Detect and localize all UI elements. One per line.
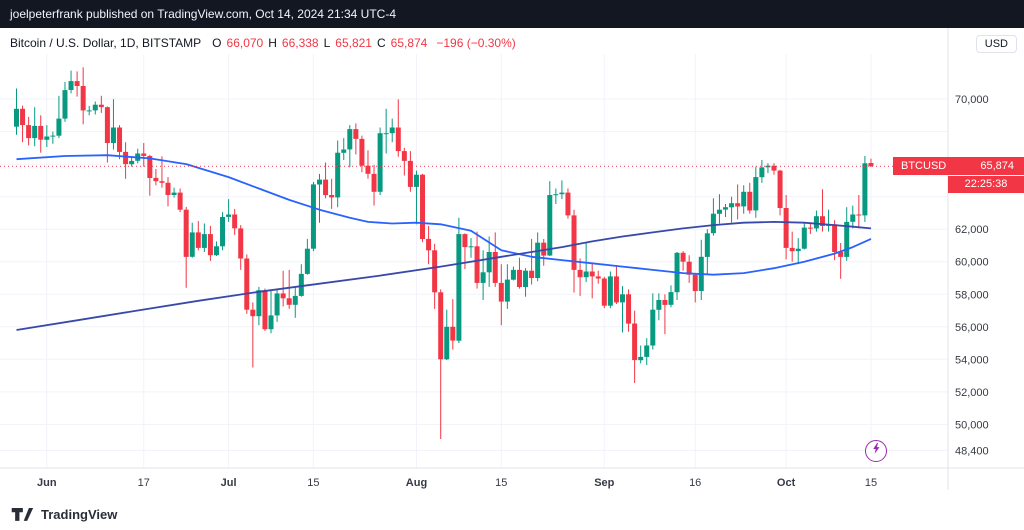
attribution-text: joelpeterfrank published on TradingView.… [10,7,397,21]
svg-text:70,000: 70,000 [955,94,989,106]
tradingview-logo-icon[interactable] [10,505,34,523]
ohlc-low-label: L [323,36,331,50]
svg-text:60,000: 60,000 [955,257,989,269]
tradingview-wordmark[interactable]: TradingView [41,506,118,522]
ohlc-open-label: O [212,36,222,50]
svg-text:Sep: Sep [594,477,614,489]
ohlc-low-value: 65,821 [335,36,372,50]
last-price-symbol: BTCUSD [901,160,947,173]
svg-text:Jun: Jun [37,477,57,489]
ohlc-high-label: H [268,36,277,50]
svg-text:62,000: 62,000 [955,224,989,236]
change-value: −196 (−0.30%) [436,36,516,50]
svg-text:15: 15 [307,477,319,489]
svg-text:17: 17 [138,477,150,489]
ohlc-close-value: 65,874 [390,36,428,50]
ohlc-close-label: C [376,36,386,50]
currency-toggle-button[interactable]: USD [975,35,1017,53]
flash-button[interactable] [865,440,887,462]
svg-text:Jul: Jul [221,477,237,489]
svg-text:56,000: 56,000 [955,322,989,334]
chart-canvas[interactable]: 70,000 62,000 60,000 58,000 56,000 54,000 52,0… [0,28,1024,498]
chart-legend: Bitcoin / U.S. Dollar, 1D, BITSTAMP O 66… [10,36,516,50]
attribution-bar: joelpeterfrank published on TradingView.… [0,0,1024,28]
svg-text:15: 15 [865,477,877,489]
last-price-value: 65,874 [980,160,1014,173]
last-price-label: BTCUSD 65,874 [893,157,1024,176]
svg-text:Oct: Oct [777,477,796,489]
chart-card: 70,000 62,000 60,000 58,000 56,000 54,000 52,0… [0,28,1024,498]
svg-text:16: 16 [689,477,701,489]
svg-text:Aug: Aug [406,477,427,489]
svg-text:50,000: 50,000 [955,419,989,431]
svg-text:52,000: 52,000 [955,387,989,399]
svg-text:54,000: 54,000 [955,354,989,366]
ohlc-high-value: 66,338 [281,36,319,50]
lightning-icon [870,442,883,460]
symbol-title: Bitcoin / U.S. Dollar, 1D, BITSTAMP [10,36,202,50]
svg-text:48,400: 48,400 [955,445,989,457]
footer-bar: TradingView [0,498,1024,530]
bar-countdown: 22:25:38 [948,176,1024,194]
svg-text:15: 15 [495,477,507,489]
ohlc-open-value: 66,070 [226,36,264,50]
svg-text:58,000: 58,000 [955,289,989,301]
